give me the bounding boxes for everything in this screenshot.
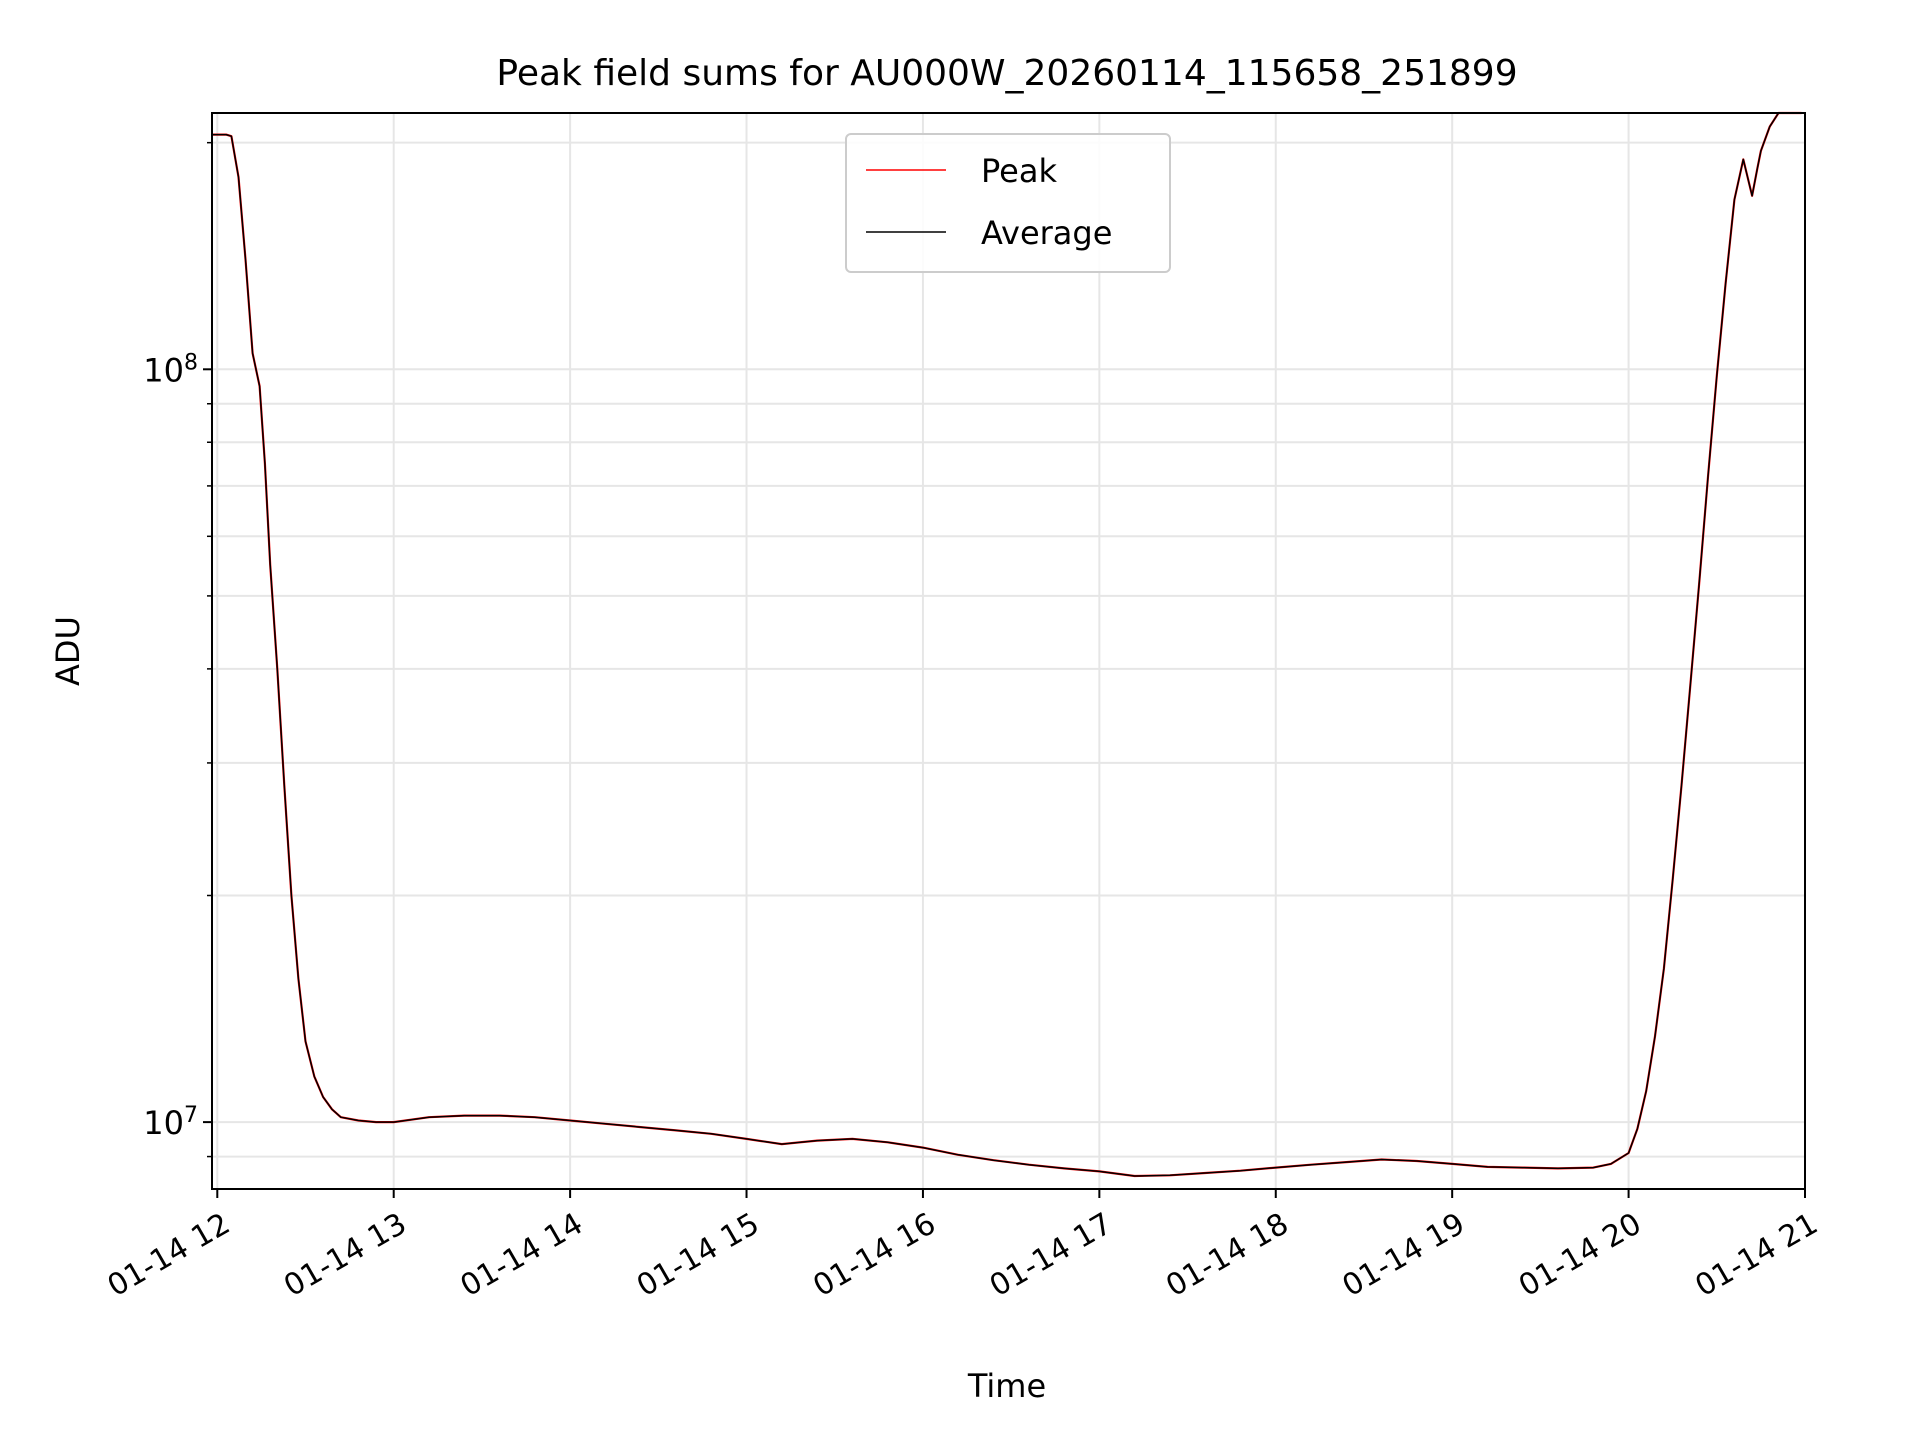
legend-box xyxy=(845,133,1171,273)
y-tick-label: 107 xyxy=(143,1103,198,1143)
legend: Peak Average xyxy=(845,133,1171,273)
legend-average-label: Average xyxy=(981,214,1112,252)
plot-frame xyxy=(211,112,1806,1190)
series-line-average xyxy=(212,112,1802,1177)
x-axis-label: Time xyxy=(967,1367,1046,1405)
chart-title: Peak field sums for AU000W_20260114_1156… xyxy=(496,53,1517,94)
series-group xyxy=(212,111,1802,1178)
y-axis-label: ADU xyxy=(49,616,87,686)
legend-peak-label: Peak xyxy=(981,152,1057,190)
y-tick-label: 108 xyxy=(143,350,198,390)
